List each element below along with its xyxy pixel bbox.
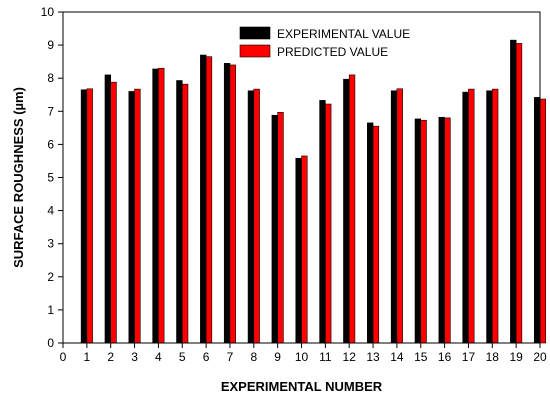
bar-predicted-13 [372, 125, 380, 344]
bar-predicted-1 [86, 88, 93, 344]
bar-predicted-9 [277, 111, 284, 344]
legend-label-predicted: PREDICTED VALUE [277, 45, 388, 59]
bar-experimental-6 [200, 54, 207, 344]
bar-predicted-18 [491, 88, 499, 344]
bar-experimental-3 [128, 91, 135, 344]
x-tick-label: 17 [462, 350, 476, 364]
x-tick-label: 20 [533, 350, 547, 364]
bar-predicted-11 [325, 103, 332, 344]
bar-predicted-15 [420, 119, 427, 344]
bar-experimental-11 [319, 100, 326, 344]
x-tick-label: 5 [179, 350, 186, 364]
bar-predicted-2 [110, 81, 117, 344]
bar-predicted-12 [348, 74, 356, 344]
bar-experimental-10 [295, 158, 302, 344]
y-tick-label: 0 [47, 336, 54, 350]
bar-experimental-13 [367, 122, 374, 344]
x-tick-label: 0 [60, 350, 67, 364]
x-tick-label: 19 [509, 350, 523, 364]
bar-experimental-2 [104, 74, 112, 344]
bar-predicted-7 [229, 64, 236, 344]
bar-predicted-5 [181, 83, 189, 344]
bar-predicted-16 [444, 117, 451, 344]
x-tick-label: 14 [390, 350, 404, 364]
x-tick-label: 11 [319, 350, 332, 364]
bars-group [80, 39, 547, 344]
bar-predicted-6 [205, 56, 213, 344]
y-tick-label: 8 [47, 71, 54, 85]
bar-predicted-10 [301, 155, 308, 344]
x-tick-label: 3 [131, 350, 138, 364]
y-tick-label: 2 [47, 270, 54, 284]
legend-swatch-experimental [239, 26, 271, 40]
x-tick-label: 10 [295, 350, 309, 364]
x-tick-label: 15 [414, 350, 428, 364]
bar-predicted-20 [539, 98, 547, 344]
y-tick-label: 3 [47, 237, 54, 251]
legend: EXPERIMENTAL VALUE PREDICTED VALUE [239, 26, 410, 59]
y-axis-ticks: 0 1 2 3 4 5 6 7 8 9 10 [41, 5, 63, 350]
bar-experimental-7 [223, 63, 231, 344]
y-tick-label: 7 [47, 104, 54, 118]
x-tick-label: 9 [274, 350, 281, 364]
bar-predicted-3 [134, 88, 141, 344]
legend-swatch-predicted [239, 44, 271, 58]
bar-experimental-16 [438, 116, 445, 344]
bar-experimental-4 [152, 68, 159, 344]
y-tick-label: 5 [47, 171, 54, 185]
bar-experimental-9 [271, 114, 278, 344]
y-axis-title: SURFACE ROUGHNESS (µm) [11, 87, 26, 268]
y-tick-label: 10 [41, 5, 55, 19]
y-tick-label: 4 [47, 204, 54, 218]
bar-experimental-12 [343, 78, 350, 344]
x-tick-label: 2 [107, 350, 114, 364]
x-tick-label: 12 [343, 350, 357, 364]
bar-predicted-4 [158, 67, 165, 344]
x-tick-label: 13 [366, 350, 380, 364]
bar-predicted-8 [253, 88, 260, 344]
y-tick-label: 6 [47, 137, 54, 151]
bar-experimental-17 [462, 91, 469, 344]
bar-experimental-8 [247, 90, 255, 344]
bar-predicted-17 [468, 88, 475, 344]
bar-experimental-5 [176, 80, 183, 344]
x-axis-ticks: 0 1 2 3 4 5 6 7 8 9 10 11 12 13 14 15 16 17 18 19 20 [60, 343, 547, 364]
x-tick-label: 4 [155, 350, 162, 364]
bar-experimental-1 [80, 89, 88, 344]
x-axis-title: EXPERIMENTAL NUMBER [221, 379, 383, 394]
bar-experimental-14 [390, 90, 398, 344]
y-tick-label: 1 [47, 303, 54, 317]
bar-experimental-18 [486, 90, 493, 344]
x-tick-label: 6 [203, 350, 210, 364]
x-tick-label: 1 [84, 350, 91, 364]
bar-experimental-15 [414, 118, 422, 344]
legend-label-experimental: EXPERIMENTAL VALUE [277, 27, 410, 41]
x-tick-label: 8 [250, 350, 257, 364]
bar-experimental-20 [533, 97, 541, 344]
bar-experimental-19 [510, 39, 517, 344]
y-tick-label: 9 [47, 38, 54, 52]
bar-predicted-19 [515, 43, 523, 344]
x-tick-label: 18 [486, 350, 500, 364]
bar-predicted-14 [396, 88, 403, 344]
x-tick-label: 16 [438, 350, 452, 364]
x-tick-label: 7 [227, 350, 234, 364]
